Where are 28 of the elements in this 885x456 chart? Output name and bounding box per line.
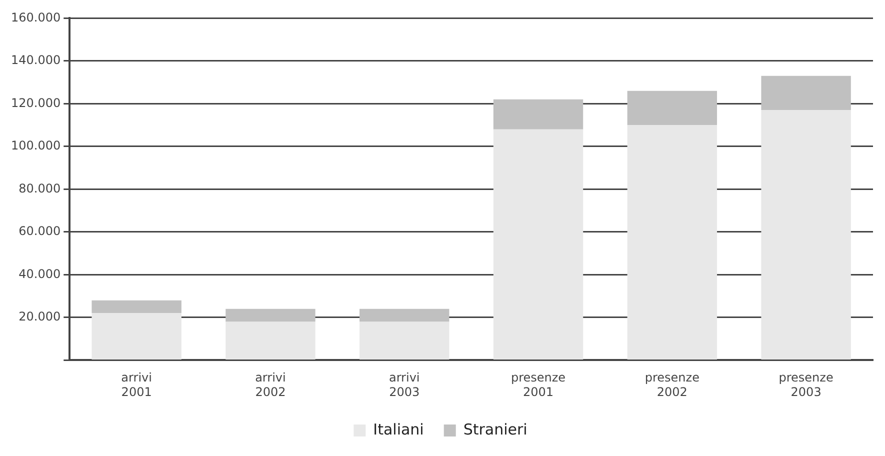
y-tick-label: 120.000 [11, 96, 61, 110]
x-tick-label: arrivi 2002 [255, 370, 286, 399]
y-tick-label: 40.000 [18, 266, 61, 281]
legend-label: Italiani [373, 420, 424, 438]
bar [761, 110, 851, 360]
y-tick-label: 80.000 [18, 181, 61, 196]
x-tick-label: arrivi 2001 [121, 370, 152, 399]
bar [92, 313, 182, 360]
y-tick-label: 60.000 [18, 224, 61, 238]
bar [627, 90, 718, 126]
y-tick-label: 140.000 [11, 53, 61, 68]
bar [226, 322, 316, 360]
x-tick-label: presenze 2003 [778, 370, 834, 399]
bar [360, 322, 450, 360]
x-tick-label: presenze 2002 [644, 370, 700, 399]
bar [761, 76, 851, 110]
x-tick-label: presenze 2001 [510, 370, 566, 399]
x-tick-label: arrivi 2003 [388, 370, 420, 399]
bar [360, 308, 450, 322]
bar [493, 99, 584, 130]
y-tick-label: 20.000 [18, 310, 61, 324]
bar [493, 129, 584, 360]
y-tick-label: 160.000 [11, 10, 61, 24]
bar [627, 125, 718, 360]
bar [92, 300, 182, 314]
legend-label: Stranieri [463, 420, 528, 438]
bar [226, 308, 316, 322]
y-tick-label: 100.000 [11, 138, 61, 153]
